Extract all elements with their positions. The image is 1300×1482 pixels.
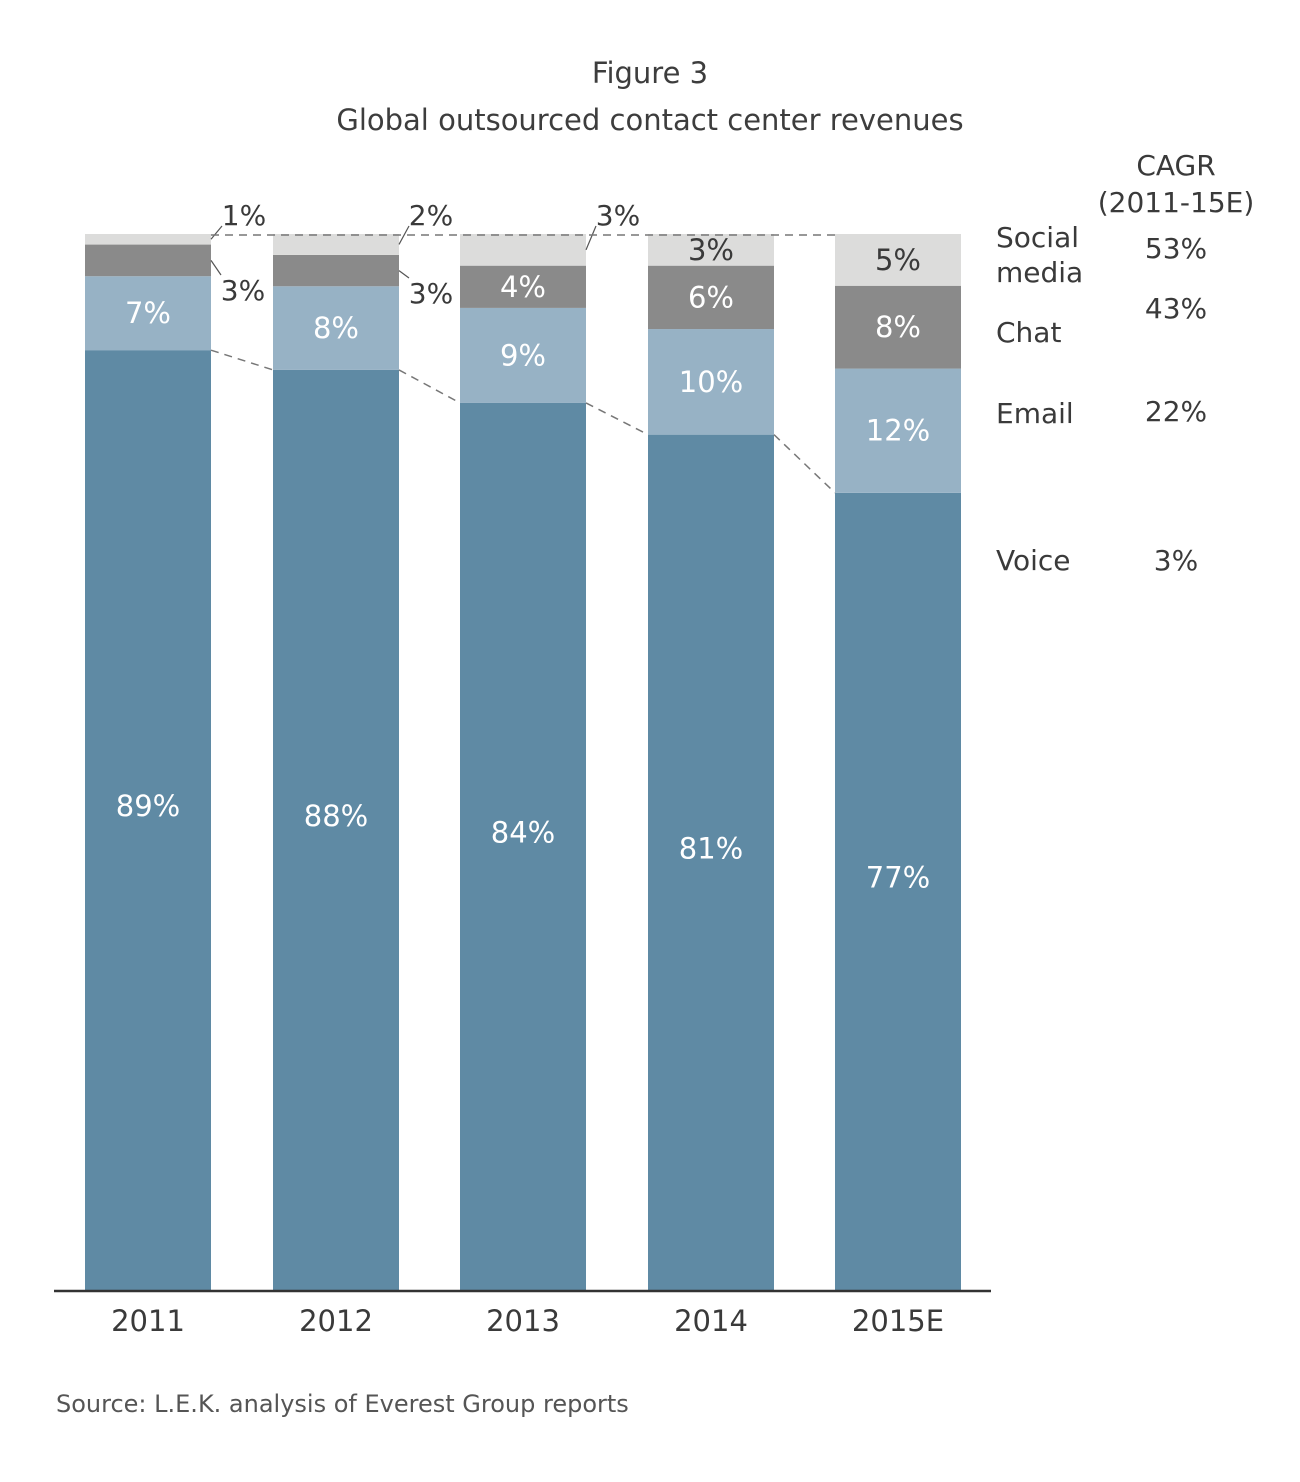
cagr-value: 3%	[1154, 544, 1198, 577]
cagr-value: 53%	[1145, 232, 1207, 265]
data-label: 3%	[409, 277, 453, 310]
voice-dashed-connector	[773, 434, 836, 494]
bar-segment-social-media-2012	[273, 234, 399, 255]
data-label: 3%	[688, 233, 734, 267]
data-label: 12%	[866, 414, 930, 448]
x-tick-label: 2015E	[852, 1304, 944, 1338]
legend-label: Chat	[996, 316, 1061, 349]
data-label: 8%	[313, 311, 359, 345]
leader-line	[585, 225, 597, 251]
data-label: 6%	[688, 280, 734, 314]
legend-label: Voice	[996, 544, 1071, 577]
cagr-value: 22%	[1145, 395, 1207, 428]
data-label: 2%	[409, 199, 453, 232]
data-label: 8%	[875, 310, 921, 344]
x-tick-label: 2013	[486, 1304, 560, 1338]
data-label: 88%	[304, 799, 368, 833]
leader-line	[210, 260, 222, 276]
bar-segment-email-2015E	[835, 368, 961, 493]
bar-segment-chat-2014	[648, 265, 774, 330]
voice-dashed-connector	[210, 349, 274, 371]
x-tick-label: 2011	[111, 1304, 185, 1338]
legend-label: Social	[996, 221, 1079, 254]
bar-segment-social-media-2014	[648, 234, 774, 266]
cagr-header: CAGR	[1136, 149, 1215, 182]
bar-segment-chat-2013	[460, 265, 586, 308]
legend-label: Email	[996, 397, 1074, 430]
data-label: 9%	[500, 338, 546, 372]
bar-segment-email-2014	[648, 329, 774, 435]
data-label: 3%	[221, 274, 265, 307]
bar-segment-email-2011	[85, 276, 211, 351]
data-label: 1%	[222, 199, 266, 232]
bar-segment-social-media-2015E	[835, 234, 961, 286]
legend-label: media	[996, 256, 1083, 289]
bar-segment-voice-2012	[273, 369, 399, 1291]
voice-dashed-connector	[585, 402, 649, 436]
cagr-value: 43%	[1145, 292, 1207, 325]
bar-segment-email-2012	[273, 286, 399, 370]
data-label: 7%	[125, 296, 171, 330]
leader-line	[398, 225, 410, 245]
bar-segment-chat-2012	[273, 254, 399, 287]
data-label: 4%	[500, 270, 546, 304]
bar-segment-chat-2015E	[835, 285, 961, 369]
bar-segment-voice-2013	[460, 402, 586, 1291]
bar-segment-email-2013	[460, 307, 586, 403]
chart-subtitle: Global outsourced contact center revenue…	[336, 103, 964, 137]
source-note: Source: L.E.K. analysis of Everest Group…	[56, 1390, 629, 1418]
data-label: 10%	[679, 365, 743, 399]
bar-segment-voice-2011	[85, 350, 211, 1290]
chart-title: Figure 3	[591, 56, 709, 90]
bar-segment-voice-2014	[648, 434, 774, 1290]
data-label: 5%	[875, 243, 921, 277]
bar-segment-social-media-2011	[85, 234, 211, 245]
x-tick-label: 2012	[299, 1304, 373, 1338]
data-label: 77%	[866, 860, 930, 894]
leader-line	[210, 225, 223, 240]
cagr-header-period: (2011-15E)	[1098, 186, 1255, 219]
voice-dashed-connector	[398, 369, 461, 404]
data-label: 3%	[596, 199, 640, 232]
bar-segment-chat-2011	[85, 244, 211, 277]
leader-line	[398, 270, 410, 279]
data-label: 89%	[116, 789, 180, 823]
data-label: 84%	[491, 815, 555, 849]
x-tick-label: 2014	[674, 1304, 748, 1338]
data-label: 81%	[679, 831, 743, 865]
bar-segment-social-media-2013	[460, 234, 586, 266]
bar-segment-voice-2015E	[835, 492, 961, 1291]
